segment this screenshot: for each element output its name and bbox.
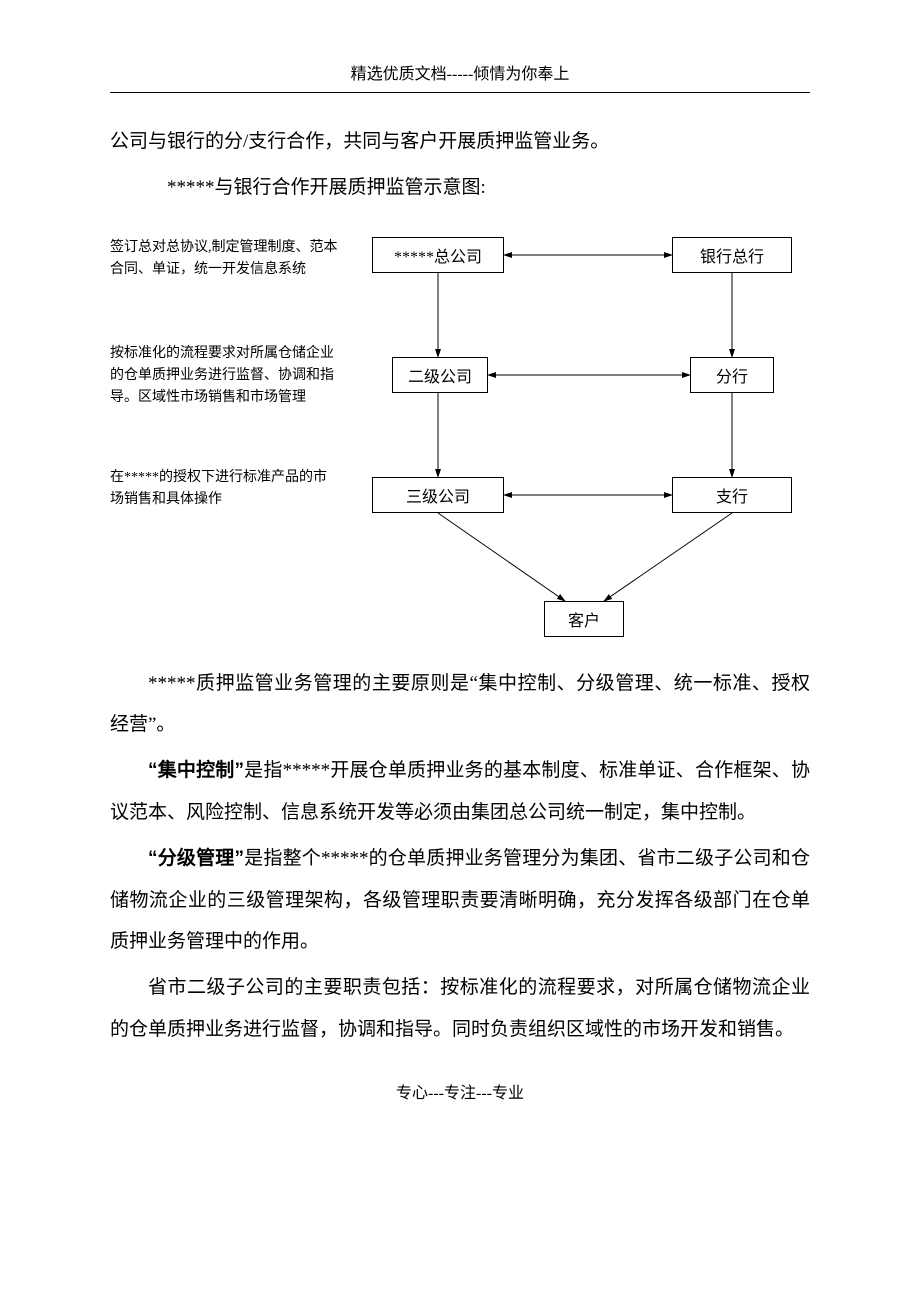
diagram-note-1: 按标准化的流程要求对所属仓储企业的仓单质押业务进行监督、协调和指导。区域性市场销…	[110, 343, 340, 410]
paragraph-3: “集中控制”是指*****开展仓单质押业务的基本制度、标准单证、合作框架、协议范…	[110, 750, 810, 834]
diagram-arrow-7	[438, 513, 565, 601]
paragraph-5: 省市二级子公司的主要职责包括：按标准化的流程要求，对所属仓储物流企业的仓单质押业…	[110, 967, 810, 1051]
paragraph-4: “分级管理”是指整个*****的仓单质押业务管理分为集团、省市二级子公司和仓储物…	[110, 838, 810, 963]
diagram-box-bank_hq: 银行总行	[672, 237, 792, 273]
document-page: 精选优质文档-----倾情为你奉上 公司与银行的分/支行合作，共同与客户开展质押…	[0, 0, 920, 1143]
p4-bold: “分级管理”	[148, 848, 244, 869]
diagram-box-branch: 分行	[690, 357, 774, 393]
diagram-note-2: 在*****的授权下进行标准产品的市场销售和具体操作	[110, 467, 340, 512]
page-footer: 专心---专注---专业	[110, 1079, 810, 1103]
flow-diagram: 签订总对总协议,制定管理制度、范本合同、单证，统一开发信息系统按标准化的流程要求…	[110, 217, 810, 647]
diagram-box-hq_company: *****总公司	[372, 237, 504, 273]
diagram-box-customer: 客户	[544, 601, 624, 637]
diagram-title: *****与银行合作开展质押监管示意图:	[110, 167, 810, 209]
diagram-arrow-8	[604, 513, 732, 601]
diagram-box-l3_company: 三级公司	[372, 477, 504, 513]
page-header: 精选优质文档-----倾情为你奉上	[110, 60, 810, 84]
header-rule	[110, 92, 810, 93]
diagram-note-0: 签订总对总协议,制定管理制度、范本合同、单证，统一开发信息系统	[110, 237, 340, 282]
p3-bold: “集中控制”	[148, 760, 244, 781]
paragraph-2: *****质押监管业务管理的主要原则是“集中控制、分级管理、统一标准、授权经营”…	[110, 663, 810, 747]
paragraph-1: 公司与银行的分/支行合作，共同与客户开展质押监管业务。	[110, 121, 810, 163]
diagram-box-sub_branch: 支行	[672, 477, 792, 513]
diagram-box-l2_company: 二级公司	[392, 357, 488, 393]
